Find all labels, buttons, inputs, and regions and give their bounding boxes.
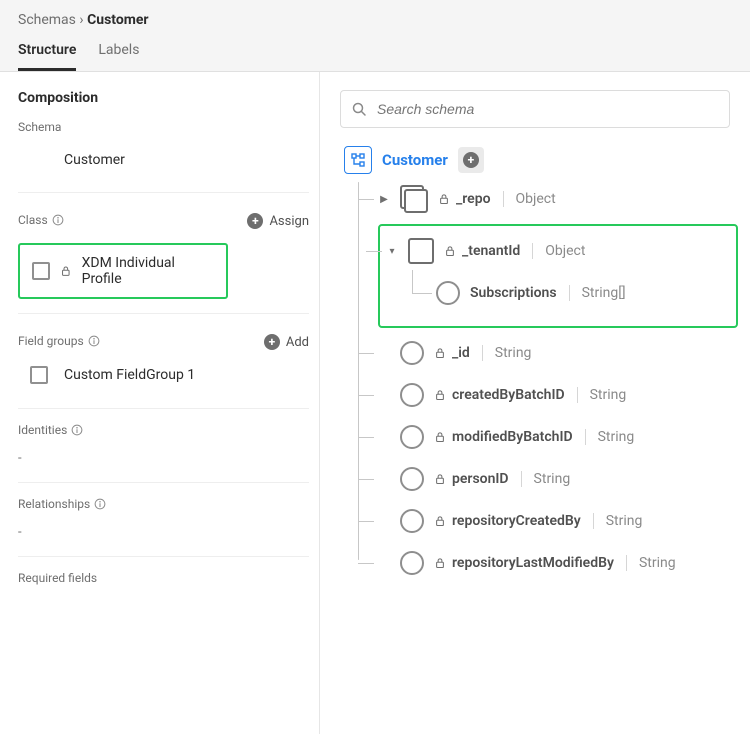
search-input[interactable] bbox=[340, 90, 730, 128]
tree-node-tenant-group: ▾ _tenantId Object bbox=[378, 224, 738, 328]
tree-node-createdbybatchid[interactable]: createdByBatchID String bbox=[378, 378, 738, 412]
field-icon bbox=[400, 425, 424, 449]
info-icon[interactable] bbox=[88, 335, 100, 347]
node-type: String bbox=[590, 387, 627, 403]
field-icon bbox=[400, 551, 424, 575]
node-type: String bbox=[534, 471, 571, 487]
node-type: Object bbox=[545, 243, 585, 259]
node-type: Object bbox=[516, 191, 556, 207]
breadcrumb-parent[interactable]: Schemas bbox=[18, 12, 76, 28]
schema-tree-panel: Customer + ▶ _repo Object bbox=[320, 72, 750, 734]
node-name: _repo bbox=[456, 191, 491, 207]
identities-value: - bbox=[18, 445, 309, 468]
node-type: String[] bbox=[582, 285, 626, 301]
relationships-label: Relationships bbox=[18, 497, 309, 511]
field-icon bbox=[400, 341, 424, 365]
lock-icon bbox=[434, 389, 446, 401]
lock-icon bbox=[434, 557, 446, 569]
lock-icon bbox=[438, 193, 450, 205]
node-name: repositoryLastModifiedBy bbox=[452, 555, 614, 571]
tree-node-subscriptions[interactable]: Subscriptions String[] bbox=[436, 276, 730, 310]
lock-icon bbox=[434, 515, 446, 527]
info-icon[interactable] bbox=[71, 424, 83, 436]
node-name: _tenantId bbox=[462, 243, 520, 259]
field-icon bbox=[436, 281, 460, 305]
field-icon bbox=[400, 467, 424, 491]
identities-label: Identities bbox=[18, 423, 309, 437]
tabs: Structure Labels bbox=[0, 34, 750, 71]
composition-panel: Composition Schema Customer Class + Assi… bbox=[0, 72, 320, 734]
class-item[interactable]: XDM Individual Profile bbox=[18, 243, 228, 299]
node-type: String bbox=[639, 555, 676, 571]
lock-icon bbox=[434, 431, 446, 443]
class-label: Class bbox=[18, 213, 64, 227]
lock-icon bbox=[434, 473, 446, 485]
tab-labels[interactable]: Labels bbox=[98, 34, 139, 71]
node-type: String bbox=[606, 513, 643, 529]
tree-node-tenant[interactable]: ▾ _tenantId Object bbox=[386, 234, 730, 268]
info-icon[interactable] bbox=[94, 498, 106, 510]
node-name: modifiedByBatchID bbox=[452, 429, 573, 445]
composition-title: Composition bbox=[18, 90, 309, 106]
tree-node-repositorylastmodifiedby[interactable]: repositoryLastModifiedBy String bbox=[378, 546, 738, 580]
lock-icon bbox=[60, 265, 72, 277]
assign-label: Assign bbox=[269, 214, 309, 229]
breadcrumb-current: Customer bbox=[87, 12, 148, 28]
chevron-right-icon[interactable]: ▶ bbox=[378, 194, 390, 205]
add-label: Add bbox=[286, 335, 309, 350]
tree-node-modifiedbybatchid[interactable]: modifiedByBatchID String bbox=[378, 420, 738, 454]
relationships-value: - bbox=[18, 519, 309, 542]
plus-icon: + bbox=[247, 213, 263, 229]
object-icon bbox=[400, 185, 428, 213]
lock-icon bbox=[444, 245, 456, 257]
tree-toggle-button[interactable] bbox=[344, 146, 372, 174]
fieldgroup-item-label: Custom FieldGroup 1 bbox=[64, 367, 195, 383]
add-field-button[interactable]: + bbox=[458, 147, 484, 173]
tree-node-id[interactable]: _id String bbox=[378, 336, 738, 370]
node-name: personID bbox=[452, 471, 509, 487]
tree-node-repo[interactable]: ▶ _repo Object bbox=[378, 182, 738, 216]
lock-icon bbox=[434, 347, 446, 359]
plus-icon: + bbox=[264, 334, 280, 350]
node-name: createdByBatchID bbox=[452, 387, 565, 403]
field-icon bbox=[400, 509, 424, 533]
plus-icon: + bbox=[463, 152, 479, 168]
node-type: String bbox=[598, 429, 635, 445]
tree-root[interactable]: Customer bbox=[382, 151, 448, 169]
node-name: Subscriptions bbox=[470, 285, 557, 301]
search-field[interactable] bbox=[375, 100, 719, 118]
fieldgroup-item[interactable]: Custom FieldGroup 1 bbox=[18, 356, 309, 394]
info-icon[interactable] bbox=[52, 214, 64, 226]
schema-label: Schema bbox=[18, 120, 309, 134]
checkbox-icon bbox=[30, 366, 48, 384]
node-type: String bbox=[495, 345, 532, 361]
fieldgroups-label: Field groups bbox=[18, 334, 100, 348]
tab-structure[interactable]: Structure bbox=[18, 34, 76, 71]
node-name: _id bbox=[452, 345, 470, 361]
field-icon bbox=[400, 383, 424, 407]
checkbox-icon bbox=[32, 262, 50, 280]
object-icon bbox=[408, 238, 434, 264]
assign-class-button[interactable]: + Assign bbox=[247, 213, 309, 229]
chevron-down-icon[interactable]: ▾ bbox=[386, 246, 398, 257]
tree-node-repositorycreatedby[interactable]: repositoryCreatedBy String bbox=[378, 504, 738, 538]
search-icon bbox=[351, 101, 367, 117]
node-name: repositoryCreatedBy bbox=[452, 513, 581, 529]
required-fields-label: Required fields bbox=[18, 571, 309, 585]
schema-name[interactable]: Customer bbox=[64, 152, 125, 168]
tree-node-personid[interactable]: personID String bbox=[378, 462, 738, 496]
breadcrumb: Schemas › Customer bbox=[0, 0, 750, 34]
breadcrumb-sep: › bbox=[79, 12, 83, 28]
class-item-label: XDM Individual Profile bbox=[82, 255, 214, 287]
add-fieldgroup-button[interactable]: + Add bbox=[264, 334, 309, 350]
